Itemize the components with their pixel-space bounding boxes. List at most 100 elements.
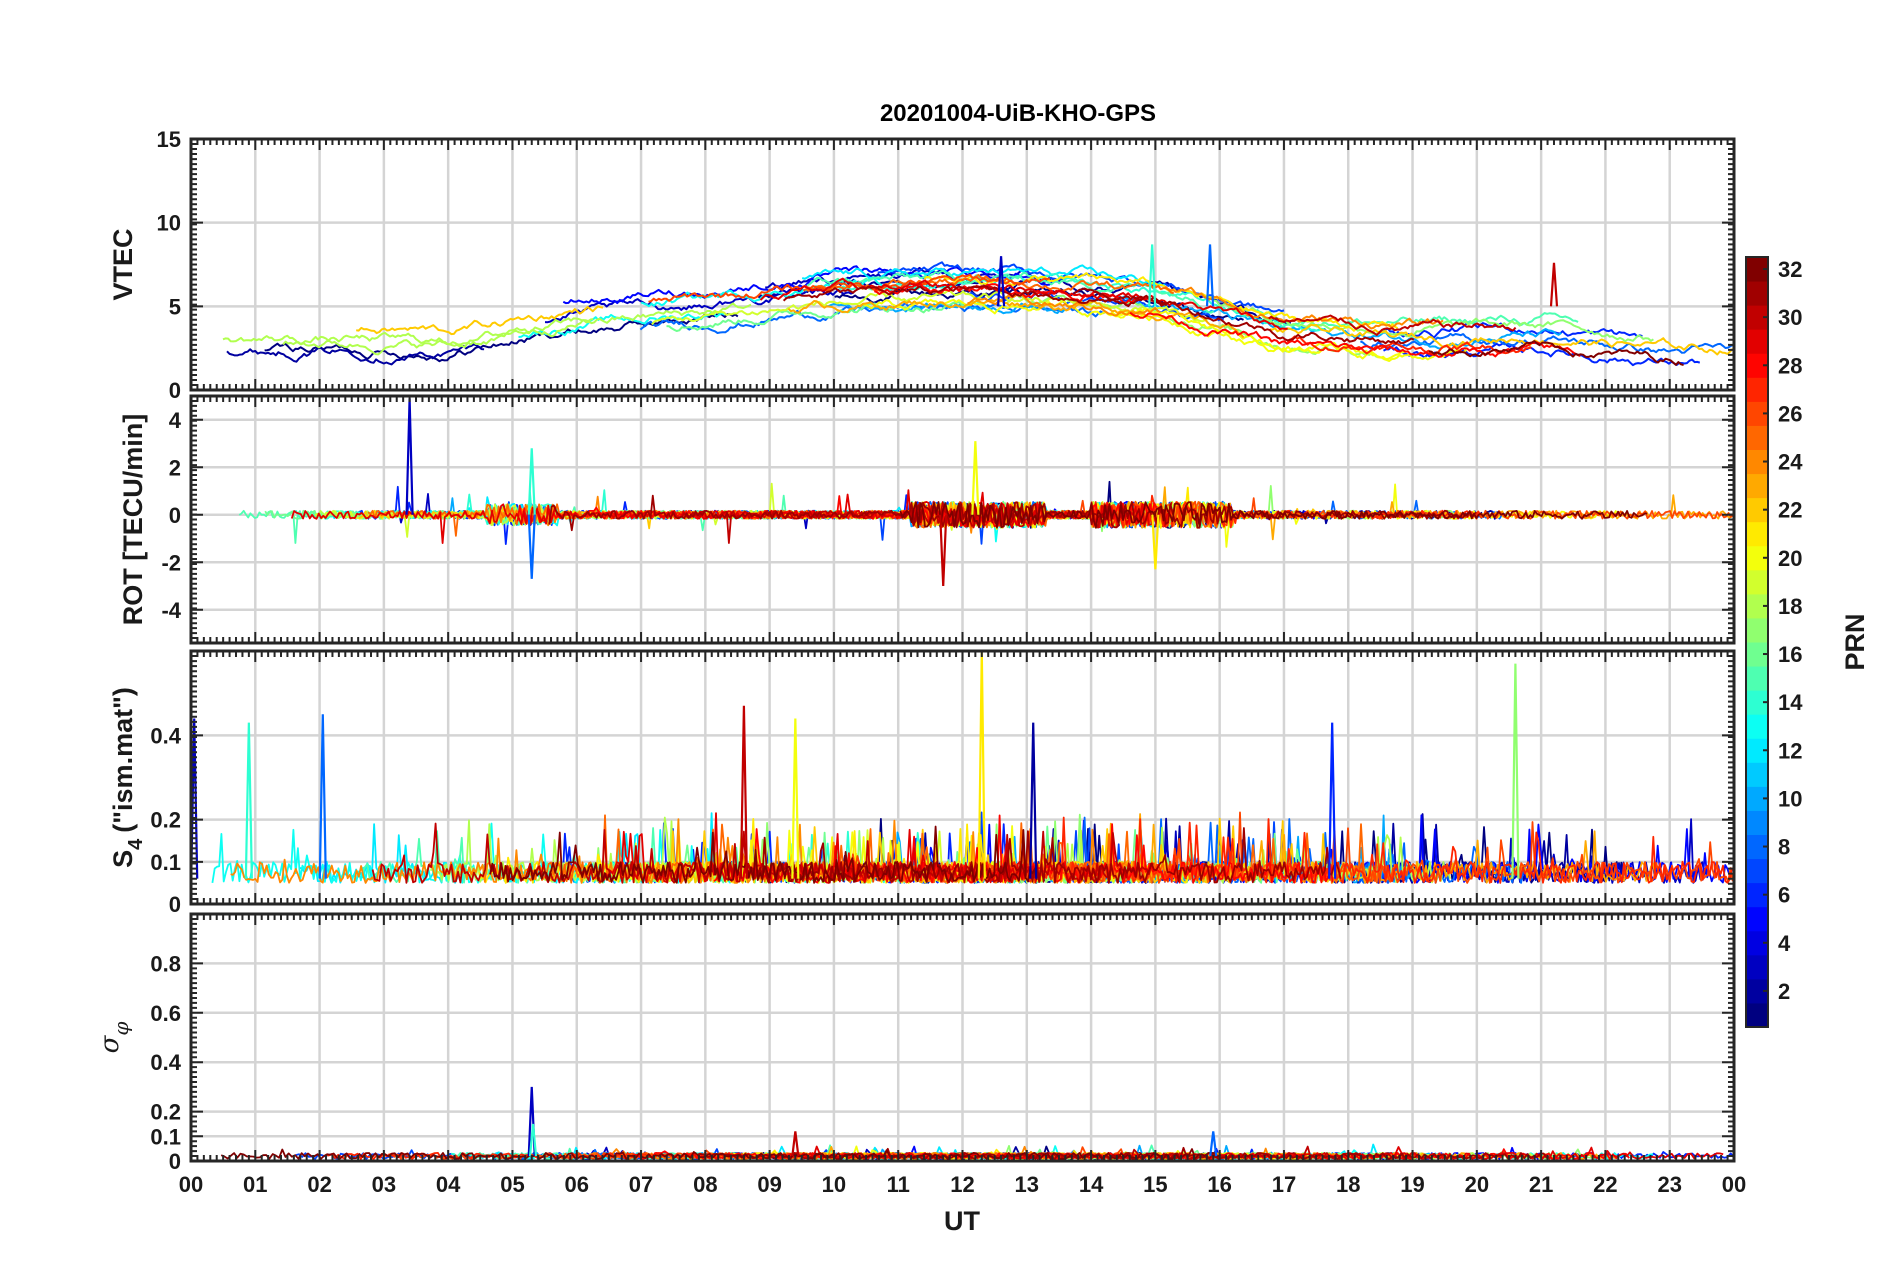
y-tick-label: 0.4 xyxy=(150,723,181,748)
colorbar-tick-label: 24 xyxy=(1778,450,1803,475)
y-tick-label: -2 xyxy=(161,550,181,575)
colorbar-swatch xyxy=(1746,690,1768,715)
colorbar-tick-label: 6 xyxy=(1778,883,1790,908)
x-axis-tick-labels: 00 01 02 03 04 05 06 07 08 09 10 11 12 13 14 15 16 17 18 19… xyxy=(179,1172,1746,1197)
peak-mark xyxy=(1151,514,1160,570)
peak-mark xyxy=(1511,663,1520,879)
colorbar-swatch xyxy=(1746,521,1768,547)
y-tick-label: 0.2 xyxy=(150,808,181,833)
series-prn-32 xyxy=(489,825,1038,884)
x-tick-label: 22 xyxy=(1593,1172,1617,1197)
series-prn-17 xyxy=(1213,299,1654,343)
peak-mark xyxy=(1029,722,1038,879)
colorbar-swatch xyxy=(1746,714,1768,739)
series-prn-27 xyxy=(975,816,1733,884)
y-axis-label-rot: ROT [TECU/min] xyxy=(118,414,148,625)
series-prn-22 xyxy=(356,305,604,336)
peak-mark xyxy=(996,256,1006,307)
y-tick-label: 4 xyxy=(169,408,182,433)
colorbar-swatch xyxy=(1746,617,1768,643)
peak-mark xyxy=(1209,1131,1218,1157)
axes-box xyxy=(189,394,1736,645)
peak-mark xyxy=(977,651,986,879)
x-tick-label: 11 xyxy=(887,1172,910,1197)
colorbar-swatch xyxy=(1746,329,1768,354)
series-prn-31 xyxy=(1073,287,1415,345)
colorbar-tick-label: 28 xyxy=(1778,353,1802,378)
series-prn-32 xyxy=(1428,340,1684,366)
colorbar-tick-label: 22 xyxy=(1778,498,1802,523)
colorbar-swatch xyxy=(1746,593,1768,619)
colorbar-frame xyxy=(1745,256,1769,1028)
rot-series xyxy=(238,398,1734,587)
x-tick-label: 19 xyxy=(1400,1172,1424,1197)
x-tick-label: 20 xyxy=(1465,1172,1489,1197)
y-tick-label: 0.2 xyxy=(150,1100,181,1125)
x-axis-label: UT xyxy=(944,1206,980,1236)
series-prn-6 xyxy=(1379,320,1643,339)
colorbar-swatch xyxy=(1746,930,1768,956)
panel-rot: -4 -2 0 2 4 ROT [TECU/min] xyxy=(118,394,1736,645)
x-tick-label: 00 xyxy=(179,1172,203,1197)
colorbar-tick-label: 18 xyxy=(1778,594,1802,619)
y-tick-label: 0.6 xyxy=(150,1001,181,1026)
series-prn-13 xyxy=(518,311,725,339)
x-tick-label: 04 xyxy=(436,1172,461,1197)
x-tick-label: 07 xyxy=(629,1172,653,1197)
colorbar-swatch xyxy=(1746,377,1768,402)
vtec-series xyxy=(222,244,1734,367)
colorbar-swatch xyxy=(1746,569,1768,595)
y-label-sigma-sub: φ xyxy=(109,1022,133,1036)
series-prn-20 xyxy=(1110,307,1468,362)
peak-mark xyxy=(244,722,253,879)
y-tick-label: 10 xyxy=(157,211,181,236)
peak-mark xyxy=(1328,722,1337,879)
series-prn-32 xyxy=(899,501,1648,529)
peak-mark xyxy=(739,705,749,879)
y-tick-label: 0 xyxy=(169,1149,181,1174)
colorbar-tick-label: 16 xyxy=(1778,642,1802,667)
series-prn-20 xyxy=(857,298,1407,361)
colorbar-swatch xyxy=(1746,834,1768,860)
colorbar-swatch xyxy=(1746,954,1768,980)
colorbar-swatch xyxy=(1746,281,1768,306)
series-prn-27 xyxy=(1286,335,1532,356)
peak-mark xyxy=(1205,244,1215,307)
series-prn-18 xyxy=(282,302,752,356)
colorbar-swatch xyxy=(1746,810,1768,835)
series-prn-30 xyxy=(1268,314,1517,336)
series-prn-3 xyxy=(544,286,854,324)
series-prn-13 xyxy=(640,276,930,308)
colorbar-swatch xyxy=(1746,473,1768,499)
y-tick-label: 0 xyxy=(169,378,181,403)
colorbar-swatch xyxy=(1746,497,1768,523)
colorbar-swatch xyxy=(1746,858,1768,884)
x-tick-label: 16 xyxy=(1207,1172,1231,1197)
x-tick-label: 17 xyxy=(1272,1172,1296,1197)
x-tick-label: 05 xyxy=(500,1172,524,1197)
colorbar-label: PRN xyxy=(1840,613,1870,670)
x-tick-label: 06 xyxy=(565,1172,589,1197)
x-tick-label: 10 xyxy=(822,1172,846,1197)
panel-vtec: 0 5 10 15 VTEC xyxy=(108,127,1736,403)
series-prn-19 xyxy=(651,289,1208,326)
series-prn-31 xyxy=(754,827,1342,884)
x-tick-label: 12 xyxy=(950,1172,974,1197)
y-tick-label: -4 xyxy=(161,598,181,623)
series-prn-12 xyxy=(801,264,1166,287)
colorbar-tick-label: 12 xyxy=(1778,738,1802,763)
colorbar-swatch xyxy=(1746,642,1768,667)
chart-title: 20201004-UiB-KHO-GPS xyxy=(880,100,1156,127)
panel-sigma-phi: 00.10.2 0.4 0.6 0.8 σφ xyxy=(95,912,1736,1174)
peak-mark xyxy=(527,448,536,515)
colorbar-swatch xyxy=(1746,666,1768,691)
series-prn-24 xyxy=(1164,285,1444,330)
colorbar-swatch xyxy=(1746,353,1768,378)
colorbar-tick-label: 2 xyxy=(1778,979,1790,1004)
peak-mark xyxy=(971,441,980,515)
y-tick-label: 0.1 xyxy=(150,1124,181,1149)
colorbar-tick-label: 30 xyxy=(1778,305,1802,330)
y-tick-label: 0.4 xyxy=(150,1050,181,1075)
